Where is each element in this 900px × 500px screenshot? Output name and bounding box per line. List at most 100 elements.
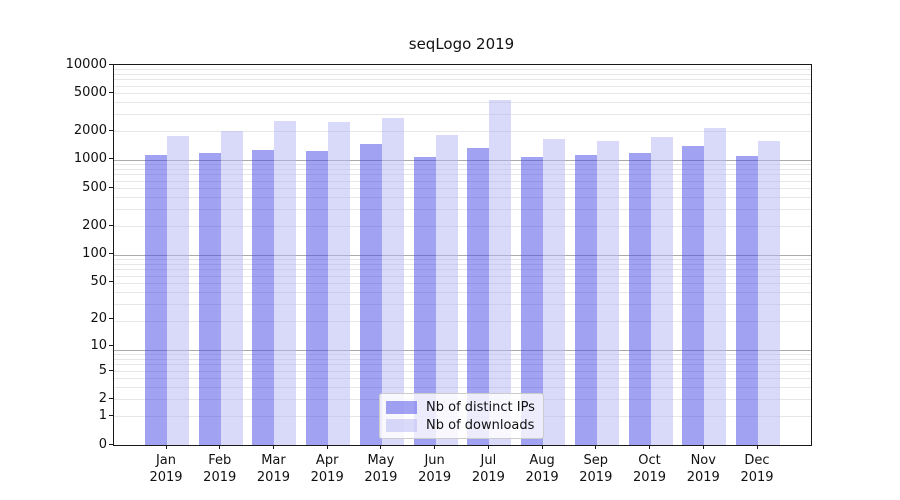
y-tick-mark — [109, 414, 113, 416]
legend-row-downloads: Nb of downloads — [386, 417, 535, 433]
bar-downloads — [167, 135, 189, 445]
legend-row-distinct-ips: Nb of distinct IPs — [386, 399, 535, 415]
x-tick-year: 2019 — [579, 470, 613, 485]
x-tick-label: Oct 2019 — [618, 452, 682, 486]
x-tick-label: Aug 2019 — [510, 452, 574, 486]
gridline-major — [114, 349, 811, 351]
y-tick-label: 5 — [98, 362, 107, 378]
bar-distinct-ips — [413, 156, 436, 445]
x-tick-month: Jul — [480, 453, 497, 468]
y-tick-label: 2000 — [73, 122, 107, 138]
gridline-minor — [114, 79, 811, 81]
y-tick-mark — [109, 92, 113, 94]
x-tick-mark — [326, 445, 328, 449]
y-tick-label: 5000 — [73, 85, 107, 101]
gridline-minor — [114, 304, 811, 306]
y-tick-label: 1000 — [73, 151, 107, 167]
x-tick-mark — [649, 445, 651, 449]
gridline-minor — [114, 188, 811, 190]
bar-downloads — [489, 100, 512, 445]
y-tick-label: 2 — [98, 391, 107, 407]
x-tick-label: Jan 2019 — [134, 452, 198, 486]
legend-label-distinct-ips: Nb of distinct IPs — [426, 399, 535, 415]
y-tick-label: 1 — [98, 407, 107, 423]
x-tick-label: Jun 2019 — [403, 452, 467, 486]
bar-distinct-ips — [252, 149, 275, 445]
y-tick-label: 10000 — [65, 56, 107, 72]
gridline-minor — [114, 114, 811, 116]
gridline-minor — [114, 130, 811, 132]
chart-title: seqLogo 2019 — [408, 35, 515, 53]
gridline-minor — [114, 168, 811, 170]
y-tick-mark — [109, 398, 113, 400]
x-tick-label: May 2019 — [349, 452, 413, 486]
y-tick-mark — [109, 344, 113, 346]
gridline-minor — [114, 174, 811, 176]
x-tick-year: 2019 — [203, 470, 237, 485]
legend-swatch-downloads — [386, 418, 417, 432]
x-tick-label: Nov 2019 — [671, 452, 735, 486]
y-tick-mark — [109, 443, 113, 445]
gridline-minor — [114, 85, 811, 87]
gridline-major — [114, 159, 811, 161]
legend: Nb of distinct IPs Nb of downloads — [379, 393, 544, 439]
bar-downloads — [704, 128, 727, 445]
x-tick-month: Apr — [315, 453, 339, 468]
bar-downloads — [435, 135, 458, 445]
x-tick-mark — [756, 445, 758, 449]
gridline-minor — [114, 269, 811, 271]
x-tick-month: Aug — [529, 453, 555, 468]
bar-downloads — [758, 141, 780, 445]
x-tick-month: Mar — [261, 453, 286, 468]
x-tick-mark — [595, 445, 597, 449]
bar-distinct-ips — [198, 153, 221, 445]
x-tick-year: 2019 — [149, 470, 183, 485]
y-tick-label: 200 — [82, 217, 107, 233]
x-tick-label: Mar 2019 — [241, 452, 305, 486]
bar-distinct-ips — [359, 143, 382, 445]
bar-downloads — [381, 117, 404, 445]
gridline-minor — [114, 358, 811, 360]
gridline-major — [114, 254, 811, 256]
gridline-minor — [114, 197, 811, 199]
x-tick-year: 2019 — [418, 470, 452, 485]
y-tick-mark — [109, 224, 113, 226]
x-tick-year: 2019 — [364, 470, 398, 485]
y-tick-mark — [109, 369, 113, 371]
x-tick-month: Sep — [583, 453, 609, 468]
y-tick-label: 20 — [90, 310, 107, 326]
legend-label-downloads: Nb of downloads — [426, 417, 535, 433]
x-tick-month: Jun — [424, 453, 445, 468]
gridline-minor — [114, 225, 811, 227]
bar-distinct-ips — [736, 156, 758, 445]
x-tick-month: May — [367, 453, 395, 468]
gridline-minor — [114, 292, 811, 294]
gridline-minor — [114, 378, 811, 380]
x-tick-mark — [541, 445, 543, 449]
bar-distinct-ips — [306, 150, 329, 445]
x-tick-label: Dec 2019 — [725, 452, 789, 486]
x-tick-year: 2019 — [632, 470, 667, 485]
x-tick-year: 2019 — [740, 470, 774, 485]
x-tick-year: 2019 — [256, 470, 290, 485]
bar-downloads — [650, 137, 673, 445]
y-tick-mark — [109, 317, 113, 319]
x-tick-mark — [272, 445, 274, 449]
gridline-minor — [114, 364, 811, 366]
gridline-minor — [114, 387, 811, 389]
y-tick-mark — [109, 158, 113, 160]
gridline-minor — [114, 258, 811, 260]
x-tick-mark — [702, 445, 704, 449]
gridline-minor — [114, 370, 811, 372]
gridline-minor — [114, 263, 811, 265]
x-tick-month: Feb — [208, 453, 232, 468]
x-tick-month: Nov — [690, 453, 716, 468]
bar-downloads — [328, 121, 351, 445]
bar-downloads — [596, 141, 619, 445]
x-tick-mark — [487, 445, 489, 449]
bar-downloads — [543, 139, 566, 445]
x-tick-month: Oct — [638, 453, 661, 468]
x-tick-year: 2019 — [471, 470, 505, 485]
legend-swatch-distinct-ips — [386, 400, 417, 414]
